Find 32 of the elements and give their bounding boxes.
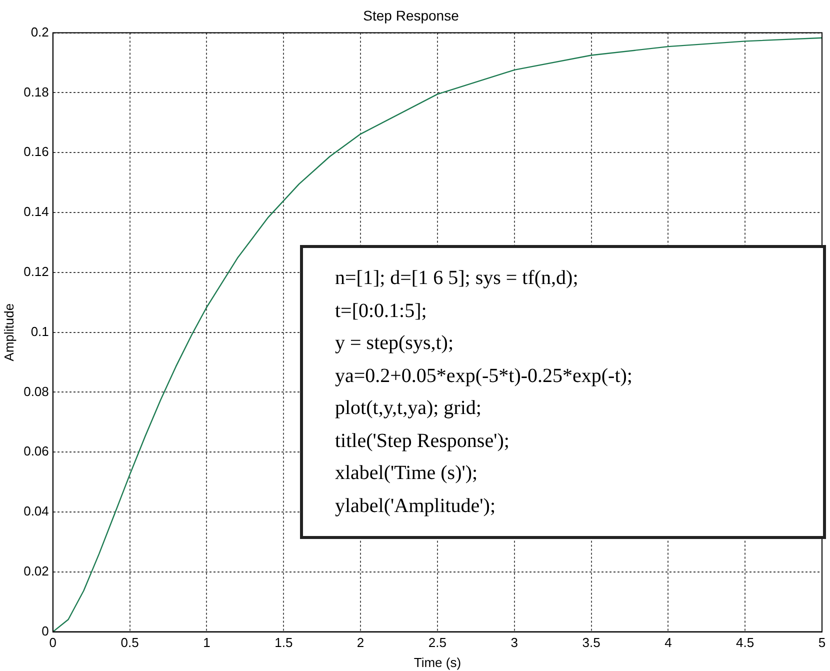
y-tick-label: 0.12	[24, 264, 49, 279]
x-tick-label: 1.5	[274, 635, 293, 650]
x-axis-title: Time (s)	[414, 654, 462, 670]
x-tick-label: 1	[203, 635, 210, 650]
y-tick-label: 0.16	[24, 144, 49, 160]
annotation: n=[1]; d=[1 6 5]; sys = tf(n,d);	[335, 266, 580, 291]
x-tick-label: 2.5	[428, 635, 446, 650]
y-tick-label: 0.1	[30, 324, 49, 339]
x-tick-label: 4.5	[736, 635, 754, 650]
chart-title: Step Response	[363, 7, 460, 24]
annotation: plot(t,y,t,ya); grid;	[335, 396, 482, 421]
x-tick-label: 0.5	[120, 635, 139, 650]
x-tick-label: 3	[510, 635, 518, 650]
y-tick-label: 0.2	[30, 24, 49, 40]
annotation: t=[0:0.1:5];	[335, 298, 428, 324]
y-tick-label: 0.04	[24, 504, 49, 519]
x-tick-label: 3.5	[582, 635, 600, 650]
y-tick-label: 0.06	[24, 444, 49, 459]
x-tick-label: 5	[818, 635, 826, 650]
y-tick-label: 0.08	[24, 384, 49, 399]
y-tick-label: 0.14	[24, 204, 49, 220]
annotation: ylabel('Amplitude');	[335, 494, 496, 518]
annotation: title('Step Response');	[335, 428, 510, 454]
annotation: ya=0.2+0.05*exp(-5*t)-0.25*exp(-t);	[335, 364, 634, 388]
y-tick-label: 0	[42, 623, 49, 638]
y-tick-label: 0.02	[24, 563, 49, 578]
x-tick-label: 4	[664, 635, 672, 650]
annotation: y = step(sys,t);	[335, 331, 454, 356]
y-tick-label: 0.18	[24, 84, 49, 100]
x-tick-label: 2	[356, 635, 364, 650]
annotation: xlabel('Time (s)');	[335, 461, 479, 486]
y-axis-title: Amplitude	[1, 303, 16, 362]
